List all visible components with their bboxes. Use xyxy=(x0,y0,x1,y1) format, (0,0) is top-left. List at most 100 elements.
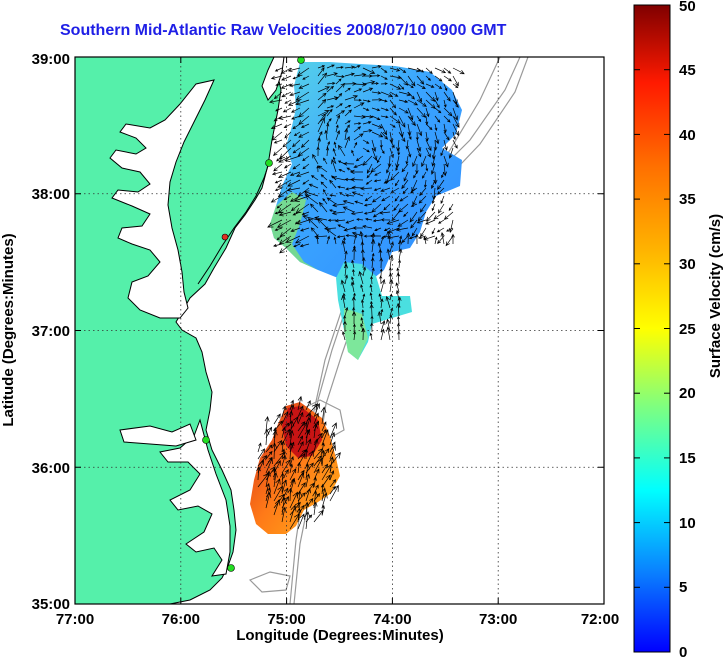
velocity-arrow xyxy=(345,234,355,238)
velocity-arrow xyxy=(407,99,419,106)
velocity-arrow xyxy=(344,274,349,285)
velocity-arrow xyxy=(352,226,363,230)
velocity-arrow xyxy=(353,102,365,109)
velocity-arrow xyxy=(343,227,355,232)
velocity-arrow xyxy=(273,413,281,425)
velocity-arrow xyxy=(365,179,373,185)
velocity-arrow xyxy=(289,504,297,523)
colorbar-tick-label: 35 xyxy=(679,191,696,208)
velocity-arrow xyxy=(349,169,364,175)
velocity-arrow xyxy=(419,203,427,213)
velocity-arrow xyxy=(362,121,372,125)
velocity-arrow xyxy=(386,219,400,225)
velocity-arrow xyxy=(344,87,351,93)
velocity-arrow xyxy=(425,131,429,142)
velocity-arrow xyxy=(361,309,365,317)
velocity-arrow xyxy=(351,185,364,190)
station-marker[interactable] xyxy=(265,159,273,167)
velocity-arrow xyxy=(383,203,391,211)
velocity-arrow xyxy=(379,257,384,269)
velocity-arrow xyxy=(353,330,357,341)
station-markers xyxy=(202,56,305,572)
velocity-arrow xyxy=(335,124,339,133)
velocity-arrow xyxy=(358,270,364,285)
velocity-arrow xyxy=(313,432,323,446)
velocity-arrow xyxy=(344,135,350,149)
velocity-arrow xyxy=(313,476,317,488)
velocity-arrow xyxy=(383,179,391,184)
velocity-arrow xyxy=(316,235,319,245)
velocity-arrow xyxy=(304,429,310,446)
colorbar-tick-label: 30 xyxy=(679,256,696,273)
velocity-arrow xyxy=(305,473,311,488)
velocity-arrow xyxy=(361,256,366,269)
colorbar-tick-labels: 0 5 10 15 20 25 30 35 40 45 50 xyxy=(679,0,696,659)
velocity-arrow xyxy=(389,115,401,124)
velocity-arrow xyxy=(305,400,311,411)
velocity-arrow xyxy=(362,107,370,111)
velocity-arrow xyxy=(389,67,401,72)
velocity-arrow xyxy=(360,284,364,293)
velocity-arrow xyxy=(284,155,301,162)
velocity-arrow xyxy=(273,427,277,439)
velocity-arrow xyxy=(297,187,310,197)
velocity-arrow xyxy=(365,217,373,221)
velocity-arrow xyxy=(398,107,409,114)
velocity-arrow xyxy=(399,195,409,202)
velocity-arrow xyxy=(281,506,287,523)
velocity-arrow xyxy=(320,174,328,181)
velocity-arrow xyxy=(335,78,342,85)
velocity-arrow xyxy=(431,195,436,205)
velocity-arrow xyxy=(394,179,400,187)
velocity-arrow xyxy=(312,490,319,509)
velocity-arrow xyxy=(371,74,381,78)
velocity-arrow xyxy=(352,268,355,277)
velocity-arrow xyxy=(402,187,409,194)
velocity-arrow xyxy=(433,211,445,220)
velocity-arrow xyxy=(292,139,301,148)
velocity-arrow xyxy=(371,147,378,161)
velocity-arrow xyxy=(273,499,281,516)
velocity-arrow xyxy=(313,403,321,418)
velocity-arrow xyxy=(380,99,388,103)
velocity-arrow xyxy=(397,259,402,269)
velocity-arrow xyxy=(443,75,452,82)
velocity-arrow xyxy=(289,429,295,446)
velocity-arrow xyxy=(370,315,374,325)
velocity-arrow xyxy=(380,107,389,112)
velocity-arrow xyxy=(280,497,287,516)
velocity-arrow xyxy=(283,163,292,169)
velocity-arrow xyxy=(288,420,295,439)
velocity-arrow xyxy=(431,227,436,235)
velocity-arrow xyxy=(380,218,391,222)
x-tick-label: 75:00 xyxy=(267,611,305,628)
x-tick-label: 76:00 xyxy=(162,611,200,628)
velocity-arrow xyxy=(425,139,432,152)
velocity-arrow xyxy=(371,267,375,277)
velocity-arrow xyxy=(371,123,383,129)
velocity-arrow xyxy=(434,115,441,123)
velocity-arrow xyxy=(317,86,331,93)
velocity-arrow xyxy=(335,114,341,125)
velocity-arrow xyxy=(415,163,419,175)
station-marker[interactable] xyxy=(227,564,235,572)
velocity-arrow xyxy=(272,429,278,446)
velocity-arrow xyxy=(275,83,283,87)
velocity-arrow xyxy=(281,469,289,481)
velocity-arrow xyxy=(326,81,336,85)
velocity-arrow xyxy=(335,92,343,101)
velocity-arrow xyxy=(314,216,328,221)
velocity-arrow xyxy=(305,488,311,502)
velocity-arrow xyxy=(274,211,283,215)
velocity-arrow xyxy=(281,426,286,439)
velocity-arrow xyxy=(434,83,443,90)
velocity-arrow xyxy=(371,139,377,152)
velocity-arrow xyxy=(437,219,445,224)
station-marker[interactable] xyxy=(221,233,229,241)
velocity-arrow xyxy=(434,91,439,102)
velocity-arrow xyxy=(305,412,311,425)
velocity-arrow xyxy=(386,163,391,174)
velocity-arrow xyxy=(283,123,292,128)
velocity-arrow xyxy=(287,99,301,106)
station-marker[interactable] xyxy=(202,436,210,444)
